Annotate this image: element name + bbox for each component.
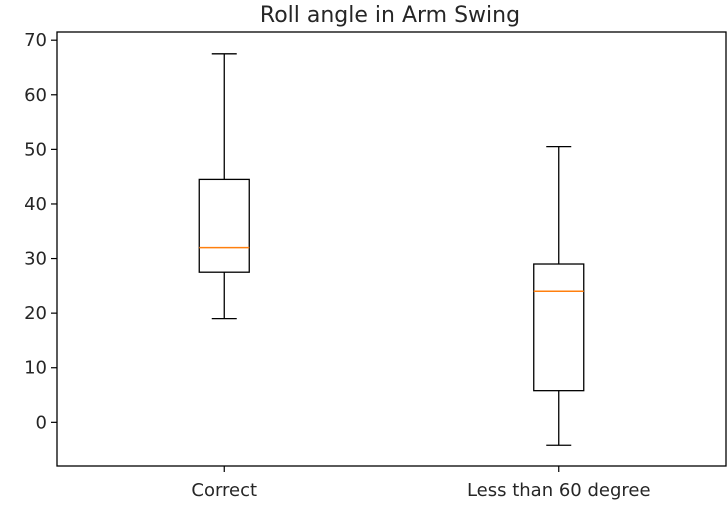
x-tick-label: Less than 60 degree — [467, 480, 651, 501]
chart-title: Roll angle in Arm Swing — [260, 3, 520, 28]
plot-area: 0 10 20 30 40 50 60 70 Correct Less than 60 degre… — [24, 30, 727, 501]
y-tick-label: 10 — [24, 358, 47, 379]
x-tick-label: Correct — [191, 480, 257, 501]
box-iqr — [198, 178, 250, 273]
plot-frame — [56, 31, 727, 467]
y-tick-label: 60 — [24, 85, 47, 106]
y-tick-label: 20 — [24, 303, 47, 324]
y-tick-label: 30 — [24, 249, 47, 270]
y-tick-label: 70 — [24, 30, 47, 51]
y-tick-label: 40 — [24, 194, 47, 215]
y-tick-label: 0 — [36, 412, 47, 433]
box-iqr — [533, 263, 585, 392]
y-tick-label: 50 — [24, 139, 47, 160]
